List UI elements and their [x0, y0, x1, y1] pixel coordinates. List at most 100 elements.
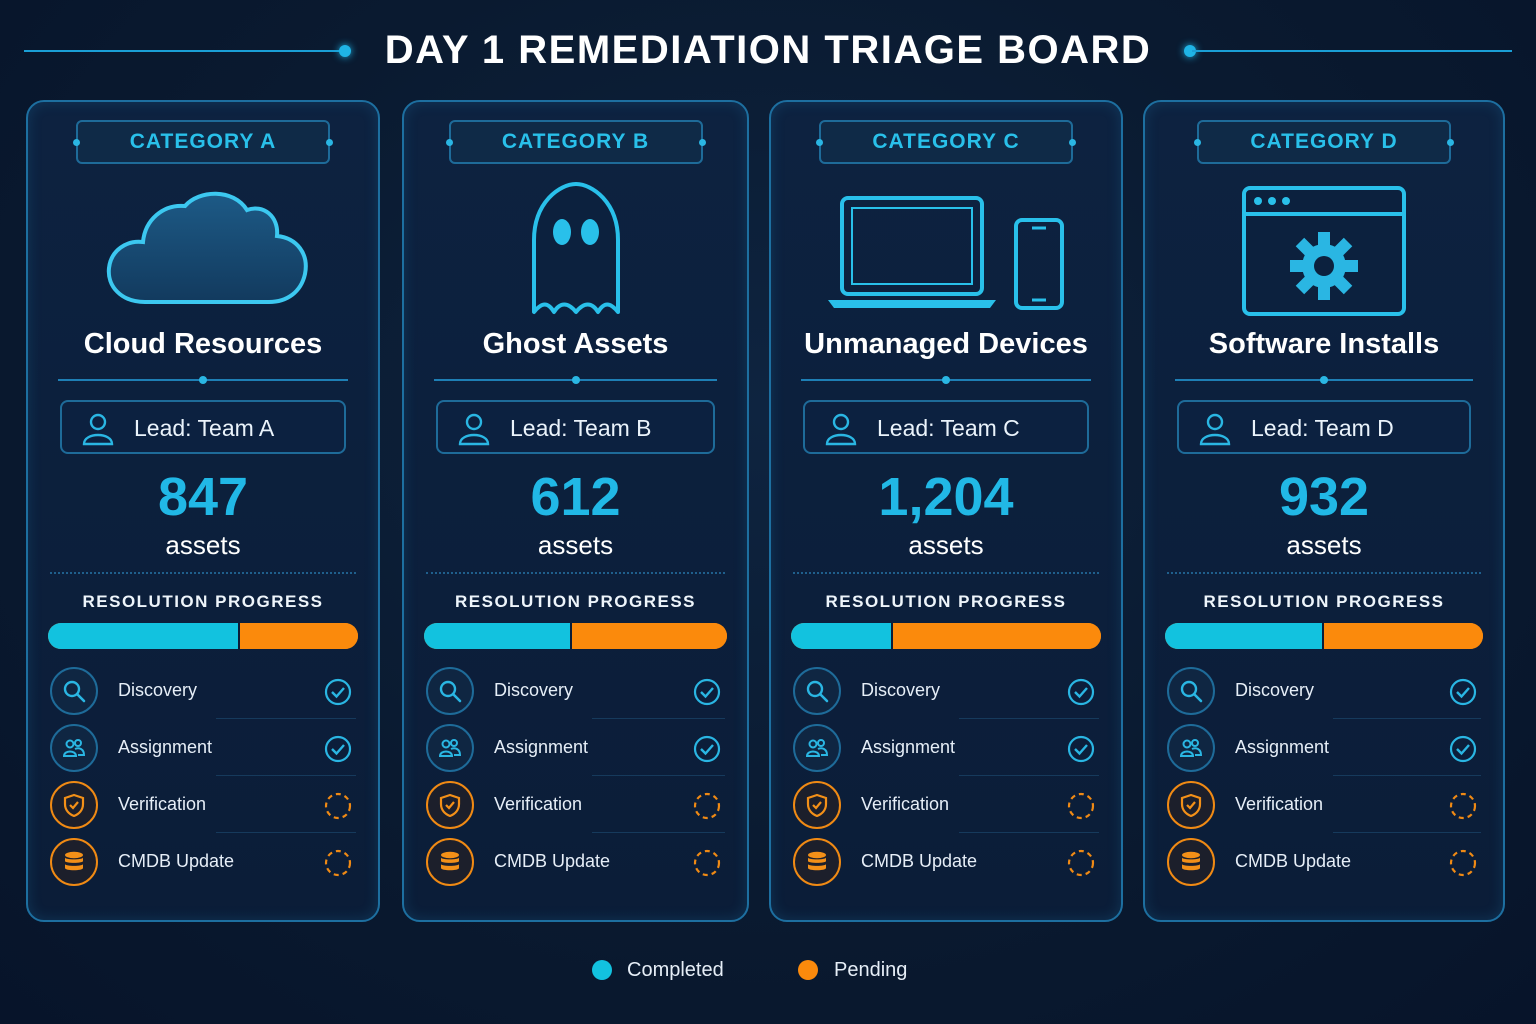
- asset-count: 847: [157, 467, 249, 527]
- step-row[interactable]: Verification: [50, 776, 356, 833]
- search-icon: [1167, 667, 1215, 715]
- category-badge: CATEGORY C: [816, 120, 1076, 164]
- step-row[interactable]: Discovery: [793, 662, 1099, 719]
- step-label: Verification: [1235, 794, 1324, 814]
- pending-circle-icon: [1449, 792, 1477, 820]
- user-icon: [1197, 410, 1233, 446]
- category-name: Unmanaged Devices: [804, 328, 1088, 360]
- step-label: Discovery: [118, 680, 198, 700]
- category-card-b[interactable]: CATEGORY B Ghost Assets Lead: Team B 612…: [402, 100, 749, 922]
- step-label: Assignment: [494, 737, 589, 757]
- step-row[interactable]: CMDB Update: [426, 833, 725, 890]
- badge-dot-right: [326, 139, 333, 146]
- name-divider: [58, 376, 348, 384]
- board-header: DAY 1 REMEDIATION TRIAGE BOARD: [0, 0, 1536, 100]
- step-row[interactable]: Discovery: [1167, 662, 1481, 719]
- asset-unit: assets: [537, 530, 614, 560]
- step-divider: [959, 718, 1099, 719]
- category-badge-label: CATEGORY C: [872, 130, 1020, 153]
- progress-pending-segment: [1324, 623, 1483, 649]
- step-divider: [592, 718, 725, 719]
- step-divider: [959, 832, 1099, 833]
- asset-unit: assets: [908, 530, 984, 560]
- section-divider: [426, 572, 725, 574]
- step-label: Verification: [861, 794, 950, 814]
- check-circle-icon: [1449, 678, 1477, 706]
- pending-circle-icon: [324, 792, 352, 820]
- shield-icon: [793, 781, 841, 829]
- laptop-phone-icon: [826, 180, 1066, 320]
- shield-icon: [50, 781, 98, 829]
- step-row[interactable]: Assignment: [1167, 719, 1481, 776]
- asset-count: 932: [1278, 467, 1370, 527]
- progress-completed-segment: [1165, 623, 1324, 649]
- step-row[interactable]: Verification: [1167, 776, 1481, 833]
- badge-dot-left: [73, 139, 80, 146]
- step-row[interactable]: CMDB Update: [793, 833, 1099, 890]
- category-card-c[interactable]: CATEGORY C Unmanaged Devices Lead: Team …: [769, 100, 1123, 922]
- badge-dot-left: [1194, 139, 1201, 146]
- step-divider: [1333, 775, 1481, 776]
- badge-dot-left: [816, 139, 823, 146]
- user-icon: [456, 410, 492, 446]
- lead-label: Lead: Team A: [134, 415, 275, 441]
- category-name: Cloud Resources: [83, 328, 323, 360]
- progress-pending-segment: [572, 623, 727, 649]
- step-divider: [1333, 832, 1481, 833]
- resolution-progress-bar: [48, 623, 358, 649]
- pending-circle-icon: [1067, 792, 1095, 820]
- step-divider: [592, 775, 725, 776]
- progress-label: RESOLUTION PROGRESS: [454, 592, 697, 611]
- step-list: Discovery Assignment Verification CMDB U…: [50, 662, 356, 890]
- step-row[interactable]: CMDB Update: [50, 833, 356, 890]
- step-row[interactable]: Assignment: [793, 719, 1099, 776]
- step-row[interactable]: Discovery: [50, 662, 356, 719]
- step-label: Verification: [494, 794, 583, 814]
- name-divider: [434, 376, 717, 384]
- section-divider: [50, 572, 356, 574]
- lead-label: Lead: Team C: [877, 415, 1020, 441]
- step-label: CMDB Update: [118, 851, 235, 871]
- step-row[interactable]: Verification: [793, 776, 1099, 833]
- search-icon: [50, 667, 98, 715]
- step-row[interactable]: Verification: [426, 776, 725, 833]
- category-badge-label: CATEGORY A: [129, 130, 277, 153]
- asset-count: 612: [530, 467, 621, 527]
- page-title: DAY 1 REMEDIATION TRIAGE BOARD: [384, 28, 1152, 72]
- progress-completed-segment: [791, 623, 894, 649]
- database-icon: [426, 838, 474, 886]
- step-row[interactable]: Assignment: [50, 719, 356, 776]
- header-rule-left: [24, 50, 344, 52]
- divider-dot: [1320, 376, 1328, 384]
- category-card-d[interactable]: CATEGORY D Software Installs Lead: Team …: [1143, 100, 1505, 922]
- step-row[interactable]: Assignment: [426, 719, 725, 776]
- users-icon: [50, 724, 98, 772]
- lead-box[interactable]: Lead: Team C: [803, 400, 1089, 454]
- badge-dot-left: [445, 139, 453, 146]
- asset-count: 1,204: [878, 467, 1014, 527]
- lead-box[interactable]: Lead: Team D: [1177, 400, 1471, 454]
- category-card-a[interactable]: CATEGORY A Cloud Resources Lead: Team A …: [26, 100, 380, 922]
- lead-box[interactable]: Lead: Team B: [436, 400, 715, 454]
- step-label: CMDB Update: [1235, 851, 1352, 871]
- lead-label: Lead: Team B: [510, 415, 652, 441]
- step-list: Discovery Assignment Verification CMDB U…: [1167, 662, 1481, 890]
- pending-circle-icon: [693, 849, 721, 877]
- step-list: Discovery Assignment Verification CMDB U…: [793, 662, 1099, 890]
- pending-circle-icon: [1067, 849, 1095, 877]
- resolution-progress-bar: [1165, 623, 1483, 649]
- step-label: Assignment: [118, 737, 213, 757]
- category-name: Software Installs: [1208, 328, 1440, 360]
- check-circle-icon: [693, 735, 721, 763]
- pending-circle-icon: [324, 849, 352, 877]
- database-icon: [793, 838, 841, 886]
- database-icon: [50, 838, 98, 886]
- lead-box[interactable]: Lead: Team A: [60, 400, 346, 454]
- section-divider: [1167, 572, 1481, 574]
- step-row[interactable]: Discovery: [426, 662, 725, 719]
- progress-completed-segment: [48, 623, 241, 649]
- check-circle-icon: [693, 678, 721, 706]
- step-row[interactable]: CMDB Update: [1167, 833, 1481, 890]
- step-divider: [216, 718, 356, 719]
- step-divider: [592, 832, 725, 833]
